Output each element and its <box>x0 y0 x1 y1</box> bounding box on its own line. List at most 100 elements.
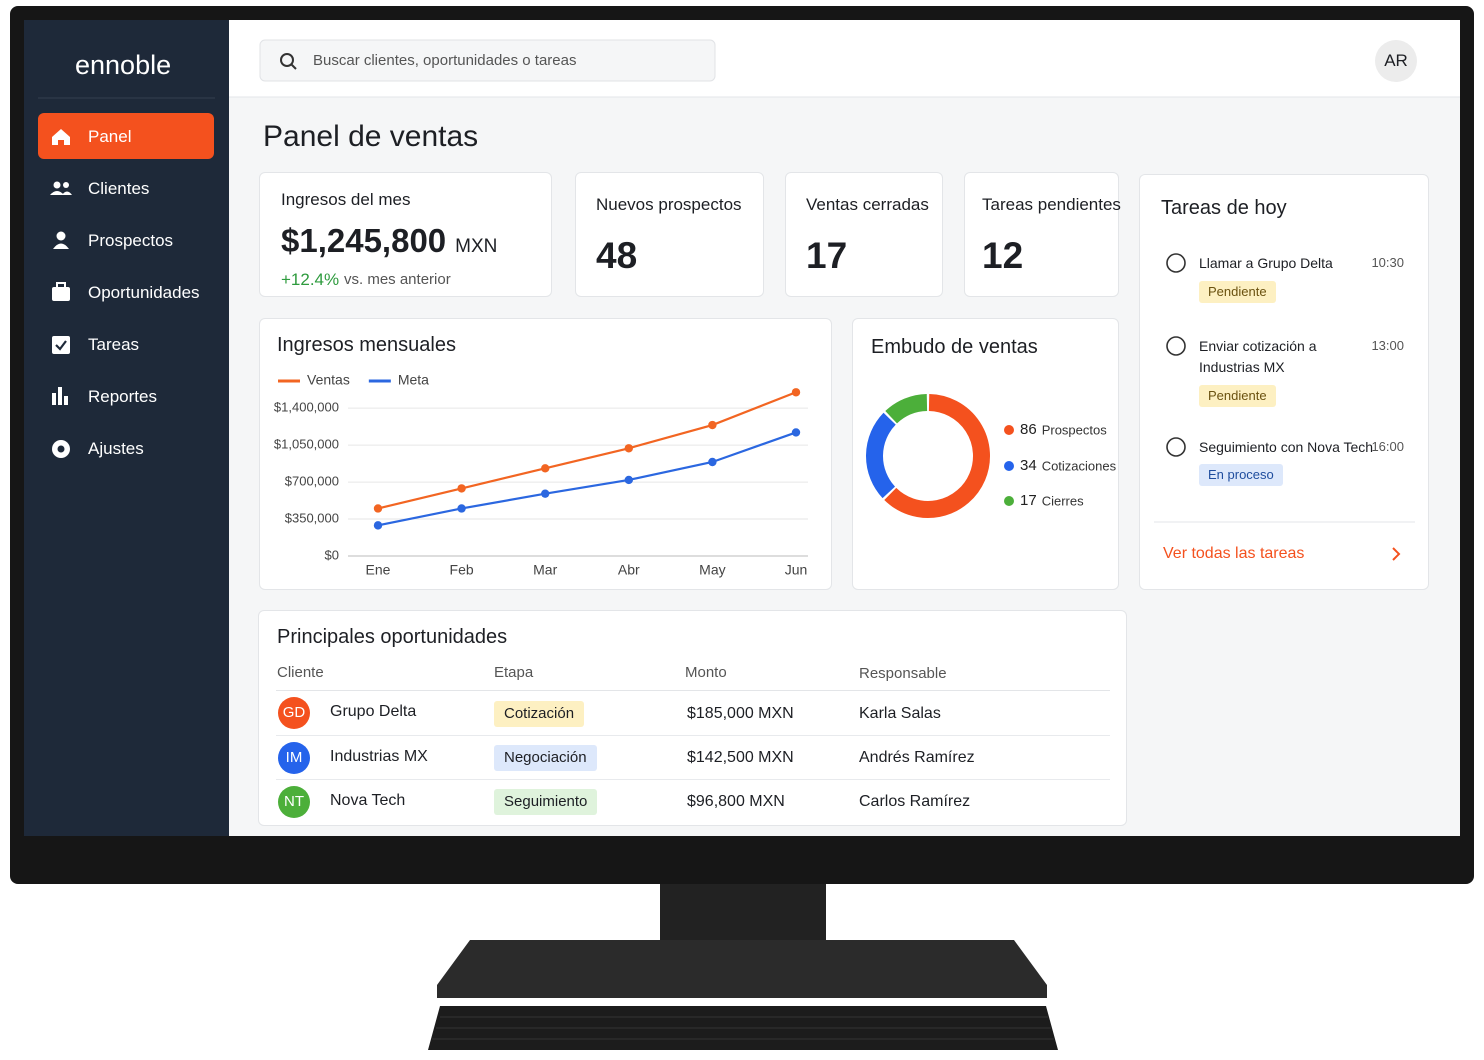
stage-badge: Negociación <box>494 745 597 771</box>
menu-item[interactable]: Panel <box>88 127 132 146</box>
amount: $96,800 MXN <box>687 793 785 810</box>
menu-item[interactable]: Clientes <box>88 179 150 198</box>
x-tick-label: Mar <box>533 562 557 578</box>
kpi-value: 17 <box>806 235 848 276</box>
data-point <box>624 475 633 485</box>
search-icon-handle <box>290 63 297 70</box>
tasks-title: Tareas de hoy <box>1161 197 1287 219</box>
kpi-value-row: $1,245,800 MXN <box>281 222 497 260</box>
legend-label: Prospectos <box>1042 422 1108 437</box>
kpi-value: $1,245,800 <box>281 222 447 259</box>
amount: $142,500 MXN <box>687 749 794 766</box>
task-time: 10:30 <box>1371 255 1404 270</box>
opportunities-card <box>258 610 1127 826</box>
column-header: Cliente <box>277 664 324 681</box>
kpi-unit: MXN <box>455 236 498 257</box>
donut-segment <box>884 394 990 518</box>
chart-title: Ingresos mensuales <box>277 334 456 356</box>
stand-base <box>437 940 1047 998</box>
table-title: Principales oportunidades <box>277 626 508 648</box>
brand: ennoble <box>75 50 172 80</box>
client-avatar: NT <box>278 786 310 818</box>
client-avatar: GD <box>278 697 310 729</box>
data-point <box>708 420 717 430</box>
tasks-card <box>1139 174 1429 590</box>
client-name[interactable]: Industrias MX <box>330 748 428 765</box>
kpi-value: 12 <box>982 235 1024 276</box>
y-tick-label: $1,050,000 <box>274 437 339 452</box>
avatar-bg[interactable] <box>1375 40 1417 82</box>
menu-item[interactable]: Ajustes <box>88 439 144 458</box>
donut-segment <box>866 412 896 499</box>
legend-value: 17 <box>1020 492 1037 509</box>
x-tick-label: Abr <box>618 562 640 578</box>
search-placeholder[interactable]: Buscar clientes, oportunidades o tareas <box>313 52 577 69</box>
owner: Andrés Ramírez <box>859 749 975 766</box>
menu-item[interactable]: Oportunidades <box>88 283 200 302</box>
gear-hole <box>57 445 65 453</box>
column-header: Monto <box>685 664 727 681</box>
legend-label: Meta <box>398 372 429 388</box>
data-point <box>541 464 550 473</box>
task-time: 13:00 <box>1371 338 1404 353</box>
series-line <box>377 391 797 510</box>
search-box[interactable] <box>259 39 716 82</box>
owner: Carlos Ramírez <box>859 793 971 810</box>
legend-value: 34 <box>1020 457 1037 474</box>
task-title[interactable]: Llamar a Grupo Delta <box>1199 255 1333 271</box>
task-checkboxes[interactable] <box>1166 253 1186 457</box>
legend-dot <box>1004 461 1014 471</box>
row-divider <box>276 779 1110 780</box>
tasks-link[interactable]: Ver todas las tareas <box>1163 545 1305 562</box>
kpi-label: Tareas pendientes <box>982 195 1121 214</box>
check-icon <box>55 340 67 351</box>
menu-item[interactable]: Tareas <box>88 335 140 354</box>
task-status: Pendiente <box>1199 281 1276 303</box>
stage-badge: Seguimiento <box>494 789 598 815</box>
chevron[interactable] <box>1392 547 1401 561</box>
task-time: 16:00 <box>1371 439 1404 454</box>
task-title[interactable]: Enviar cotización a Industrias MX <box>1199 338 1317 375</box>
column-header: Responsable <box>859 665 947 682</box>
search-icon <box>280 53 294 67</box>
y-tick-label: $700,000 <box>285 474 339 489</box>
avatar[interactable]: AR <box>1384 51 1408 70</box>
legend-label: Ventas <box>307 372 350 388</box>
data-point <box>624 444 633 453</box>
kpi-card <box>575 172 764 297</box>
kpi-card <box>964 172 1119 297</box>
kpi-change: +12.4% <box>281 270 340 289</box>
kpi-label: Ventas cerradas <box>806 195 929 214</box>
chart-title: Embudo de ventas <box>871 336 1038 358</box>
legend-dot <box>1004 425 1014 435</box>
legend-label: Cotizaciones <box>1042 458 1117 473</box>
kpi-value: 48 <box>596 235 638 276</box>
legend-label: Cierres <box>1042 493 1084 508</box>
x-tick-label: May <box>699 562 725 578</box>
menu-item[interactable]: Prospectos <box>88 231 174 250</box>
menu-item[interactable]: Reportes <box>88 387 157 406</box>
kpi-card <box>259 172 552 297</box>
data-point <box>708 457 717 467</box>
row-divider <box>276 690 1110 691</box>
data-point <box>457 504 466 513</box>
task-status: Pendiente <box>1199 385 1276 407</box>
kpi-label: Ingresos del mes <box>281 190 411 209</box>
owner: Karla Salas <box>859 705 941 722</box>
legend-dot <box>1004 496 1014 506</box>
y-tick-label: $0 <box>325 547 339 562</box>
stage-badge: Cotización <box>494 701 585 727</box>
client-name[interactable]: Grupo Delta <box>330 703 417 720</box>
legend-value: 86 <box>1020 421 1037 438</box>
data-point <box>373 504 383 513</box>
amount: $185,000 MXN <box>687 705 794 722</box>
client-name[interactable]: Nova Tech <box>330 792 406 809</box>
donut-segment <box>885 394 928 424</box>
task-title[interactable]: Seguimiento con Nova Tech <box>1199 439 1374 455</box>
data-point <box>457 484 466 493</box>
x-tick-label: Feb <box>450 562 474 578</box>
column-header: Etapa <box>494 664 534 681</box>
active-menu-bg[interactable] <box>38 113 214 159</box>
